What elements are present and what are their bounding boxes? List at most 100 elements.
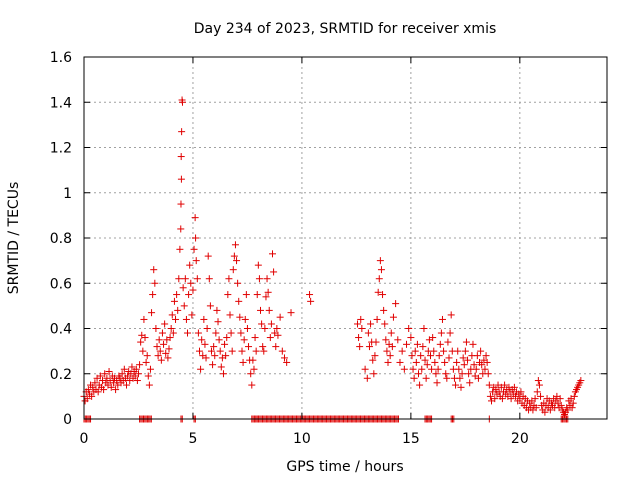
y-tick-label: 0.4 — [50, 322, 72, 338]
data-point — [215, 336, 223, 344]
data-point — [144, 372, 152, 380]
data-point — [112, 386, 120, 394]
data-point — [272, 343, 280, 351]
data-point — [484, 370, 492, 378]
data-point — [137, 338, 145, 346]
data-point — [486, 392, 494, 400]
data-point — [168, 311, 176, 319]
data-point — [274, 331, 282, 339]
data-point — [369, 356, 377, 364]
data-point — [150, 266, 158, 274]
data-point — [433, 379, 441, 387]
data-point — [234, 279, 242, 287]
data-point — [224, 291, 232, 299]
data-point — [405, 325, 413, 332]
x-tick-label: 5 — [188, 431, 197, 447]
data-point — [564, 406, 572, 414]
data-point — [248, 381, 256, 389]
data-point — [237, 329, 245, 337]
data-point — [205, 275, 213, 283]
data-point — [534, 377, 542, 385]
x-axis-label: GPS time / hours — [286, 459, 403, 475]
data-point — [392, 300, 400, 308]
data-point — [278, 347, 286, 355]
data-point — [154, 352, 162, 360]
y-tick-label: 0.6 — [50, 276, 72, 292]
y-tick-label: 0.2 — [50, 367, 72, 383]
data-point — [178, 128, 186, 136]
data-point — [156, 347, 164, 355]
data-point — [474, 374, 482, 382]
data-point — [452, 381, 460, 389]
data-point — [413, 340, 421, 348]
data-point — [460, 361, 468, 369]
data-point — [203, 325, 211, 332]
data-point — [210, 343, 218, 351]
data-point — [546, 406, 554, 414]
data-point — [438, 315, 446, 323]
data-point — [421, 356, 429, 364]
data-point — [94, 388, 102, 396]
data-point — [461, 347, 469, 355]
data-point — [371, 352, 379, 360]
data-point — [416, 381, 424, 389]
data-point — [478, 361, 486, 369]
data-point — [453, 358, 461, 366]
data-point — [152, 325, 160, 332]
data-point — [197, 365, 205, 373]
data-point — [374, 288, 382, 296]
data-point — [355, 334, 363, 342]
data-point — [264, 288, 272, 296]
data-point — [178, 98, 186, 106]
data-point — [91, 379, 99, 387]
data-point — [375, 275, 383, 283]
data-point — [179, 284, 187, 292]
data-point — [257, 306, 265, 314]
x-tick-label: 10 — [293, 431, 311, 447]
data-point — [177, 200, 185, 208]
data-point — [411, 347, 419, 355]
data-point — [198, 336, 206, 344]
data-point — [412, 358, 420, 366]
data-point — [228, 347, 236, 355]
data-point — [202, 354, 210, 362]
data-point — [568, 404, 576, 412]
data-point — [258, 320, 266, 328]
data-point — [569, 399, 577, 407]
data-point — [466, 379, 474, 387]
data-point — [186, 261, 194, 269]
data-point — [175, 275, 183, 283]
data-point — [473, 352, 481, 360]
data-point — [148, 309, 156, 317]
x-tick-label: 20 — [511, 431, 529, 447]
data-point — [260, 347, 268, 355]
data-point — [287, 309, 295, 317]
data-points — [80, 96, 585, 423]
data-point — [213, 306, 221, 314]
data-point — [358, 325, 366, 332]
data-point — [383, 347, 391, 355]
grid — [84, 57, 607, 419]
data-point — [230, 252, 238, 260]
data-point — [407, 334, 415, 342]
data-point — [419, 343, 427, 351]
data-point — [206, 302, 214, 310]
data-point — [214, 318, 222, 326]
data-point — [155, 336, 163, 344]
data-point — [191, 214, 199, 222]
data-point — [386, 352, 394, 360]
data-point — [201, 340, 209, 348]
data-point — [132, 365, 140, 373]
data-point — [306, 291, 314, 299]
data-point — [141, 334, 149, 342]
data-point — [357, 315, 365, 323]
data-point — [408, 352, 416, 360]
data-point — [195, 347, 203, 355]
data-point — [151, 279, 159, 287]
data-point — [456, 374, 464, 382]
data-point — [434, 365, 442, 373]
data-point — [249, 356, 257, 364]
data-point — [101, 370, 109, 378]
data-point — [426, 352, 434, 360]
data-point — [266, 334, 274, 342]
